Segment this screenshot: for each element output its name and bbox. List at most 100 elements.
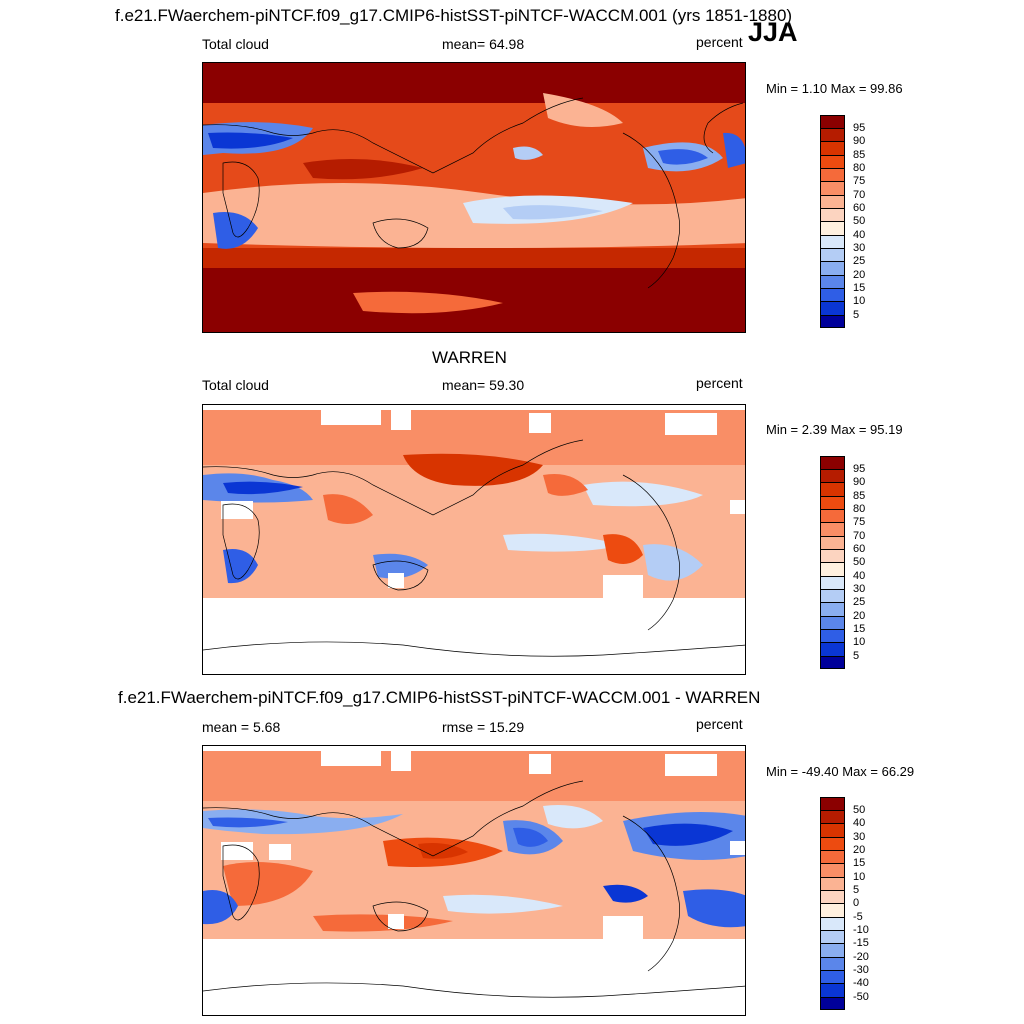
colorbar-tick-label: -40 [853,977,869,989]
colorbar-tick-label: 90 [853,476,866,488]
colorbar-box [820,797,845,811]
colorbar-box [820,589,845,603]
season-label: JJA [748,17,798,47]
colorbar-tick-label: 20 [853,610,866,622]
colorbar-tick-label: 95 [853,463,866,475]
colorbar-box [820,837,845,851]
colorbar-box [820,850,845,864]
colorbar-tick-label: 0 [853,897,860,909]
colorbar-tick-label: 40 [853,229,866,241]
colorbar-box [820,810,845,824]
colorbar-tick-label: 75 [853,516,866,528]
colorbar-box [820,629,845,643]
colorbar-tick-label: 40 [853,817,866,829]
colorbar-box [820,315,845,328]
colorbar-tick-label: 80 [853,162,866,174]
panel2-title: WARREN [432,348,507,367]
colorbar-box [820,602,845,616]
panel2-mean-label: mean= 59.30 [442,377,525,393]
colorbar-tick-label: 90 [853,135,866,147]
colorbar-tick-label: 20 [853,269,866,281]
panel3-rmse-label: rmse = 15.29 [442,719,525,735]
panel3-map [202,745,746,1016]
colorbar-box [820,155,845,169]
colorbar-tick-label: 5 [853,650,860,662]
panel3-title: f.e21.FWaerchem-piNTCF.f09_g17.CMIP6-his… [118,688,761,707]
colorbar-tick-label: 50 [853,215,866,227]
panel3-minmax-label: Min = -49.40 Max = 66.29 [766,764,915,779]
colorbar-box [820,248,845,262]
colorbar-box [820,181,845,195]
colorbar-box [820,301,845,315]
colorbar-box [820,562,845,576]
colorbar-box [820,930,845,944]
panel3-mean-label: mean = 5.68 [202,719,281,735]
panel2-map [202,404,746,675]
colorbar-tick-label: 25 [853,255,866,267]
colorbar-box [820,195,845,209]
colorbar-box [820,970,845,984]
colorbar-tick-label: 10 [853,636,866,648]
colorbar-box [820,877,845,891]
colorbar-tick-label: 30 [853,583,866,595]
colorbar-tick-label: 15 [853,623,866,635]
panel1-variable-label: Total cloud [202,36,269,52]
colorbar-box [820,863,845,877]
colorbar-tick-label: 30 [853,831,866,843]
colorbar-box [820,168,845,182]
colorbar-box [820,141,845,155]
colorbar-box [820,128,845,142]
colorbar-box [820,275,845,289]
colorbar-tick-label: 60 [853,543,866,555]
colorbar-box [820,482,845,496]
colorbar-box [820,616,845,630]
colorbar-box [820,235,845,249]
colorbar-box [820,997,845,1010]
colorbar-box [820,917,845,931]
colorbar-box [820,115,845,129]
colorbar-box [820,456,845,470]
colorbar-box [820,642,845,656]
colorbar-tick-label: -15 [853,937,869,949]
panel1-map [202,62,746,333]
colorbar-tick-label: 20 [853,844,866,856]
colorbar-box [820,890,845,904]
colorbar-tick-label: -50 [853,991,869,1003]
panel1-minmax-label: Min = 1.10 Max = 99.86 [766,81,903,96]
panel2-minmax-label: Min = 2.39 Max = 95.19 [766,422,903,437]
colorbar-tick-label: 15 [853,282,866,294]
colorbar-tick-label: 75 [853,175,866,187]
colorbar-tick-label: 85 [853,490,866,502]
colorbar-box [820,469,845,483]
panel1-title: f.e21.FWaerchem-piNTCF.f09_g17.CMIP6-his… [115,6,793,25]
colorbar-tick-label: 15 [853,857,866,869]
colorbar-tick-label: -20 [853,951,869,963]
colorbar-tick-label: 30 [853,242,866,254]
panel2-variable-label: Total cloud [202,377,269,393]
colorbar-tick-label: 40 [853,570,866,582]
colorbar-tick-label: -10 [853,924,869,936]
colorbar-box [820,536,845,550]
colorbar-box [820,288,845,302]
colorbar-box [820,221,845,235]
colorbar-box [820,903,845,917]
colorbar-tick-label: 5 [853,884,860,896]
colorbar-box [820,549,845,563]
colorbar-tick-label: 70 [853,189,866,201]
colorbar-box [820,983,845,997]
colorbar-box [820,261,845,275]
colorbar-box [820,509,845,523]
colorbar-tick-label: -30 [853,964,869,976]
colorbar-box [820,943,845,957]
panel1-units-label: percent [696,34,743,50]
colorbar-box [820,522,845,536]
colorbar-tick-label: 25 [853,596,866,608]
colorbar-box [820,496,845,510]
colorbar-tick-label: 5 [853,309,860,321]
colorbar-box [820,656,845,669]
colorbar-tick-label: 10 [853,871,866,883]
colorbar-box [820,823,845,837]
colorbar-tick-label: 50 [853,556,866,568]
colorbar-tick-label: 85 [853,149,866,161]
colorbar-tick-label: 10 [853,295,866,307]
